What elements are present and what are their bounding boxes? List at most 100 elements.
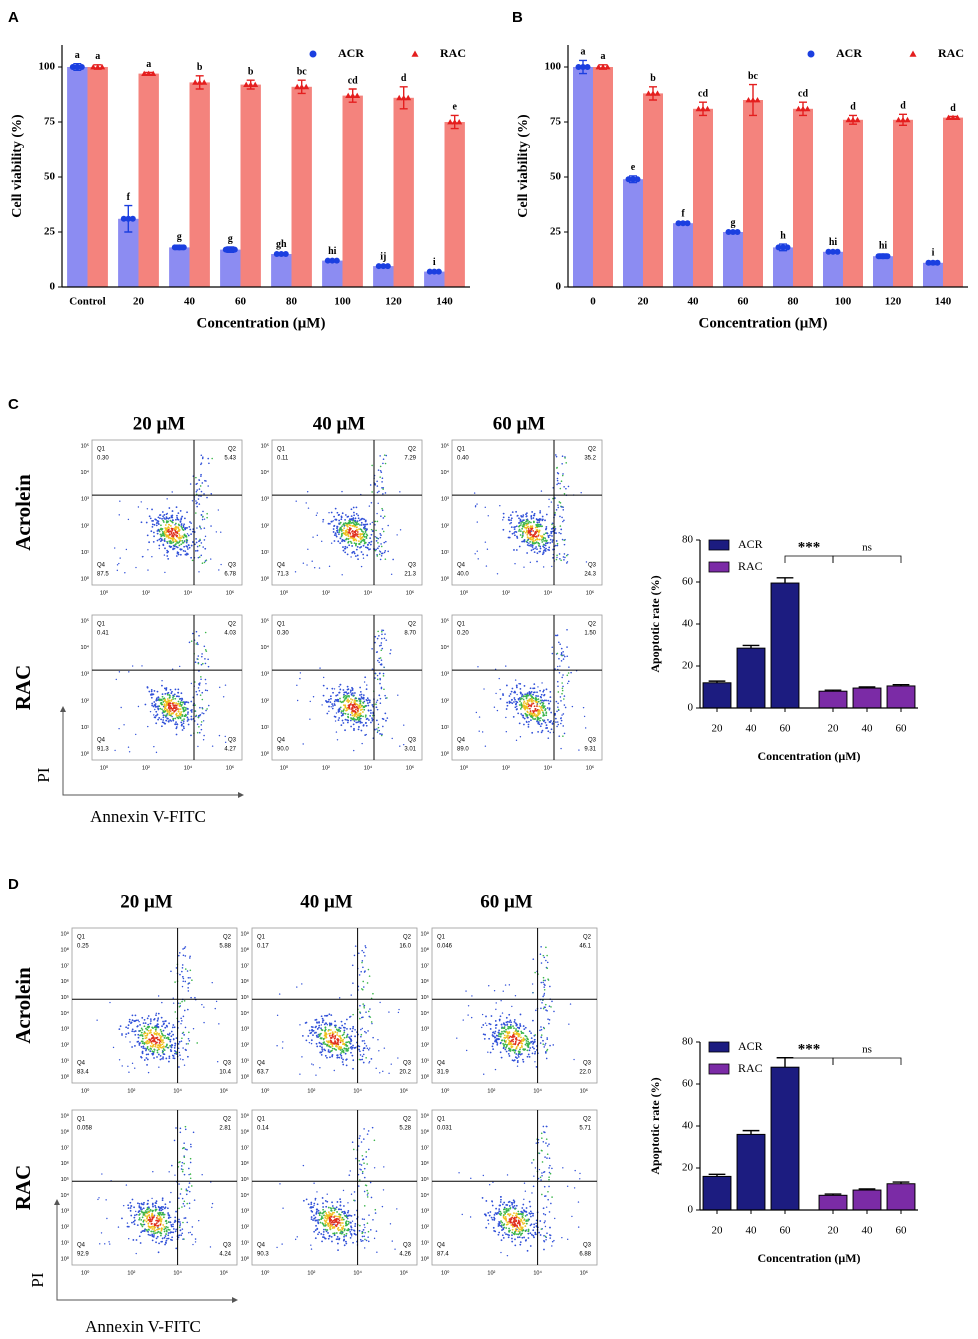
event-dot [348, 700, 351, 702]
event-dot [177, 700, 180, 703]
event-dot [171, 668, 174, 670]
significance-letter: hi [829, 237, 838, 248]
event-dot [564, 706, 567, 709]
event-dot [342, 1063, 345, 1066]
event-dot [376, 699, 379, 702]
event-dot [339, 1029, 342, 1032]
event-dot [164, 692, 167, 695]
event-dot [163, 518, 166, 520]
event-dot [563, 492, 566, 495]
event-dot [301, 983, 303, 985]
event-dot [149, 517, 152, 520]
event-dot [347, 698, 349, 701]
significance-letter: bc [748, 71, 759, 82]
event-dot [365, 1057, 367, 1059]
event-dot [367, 699, 370, 701]
event-dot [310, 1042, 313, 1045]
event-dot [183, 947, 186, 950]
event-dot [361, 742, 363, 745]
event-dot [522, 702, 525, 704]
data-point [854, 116, 861, 123]
event-dot [157, 1251, 160, 1254]
event-dot [555, 700, 558, 703]
event-dot [549, 690, 552, 693]
event-dot [541, 682, 543, 684]
significance-letter: g [228, 233, 233, 244]
event-dot [181, 1037, 183, 1040]
event-dot [553, 1010, 555, 1013]
event-dot [556, 634, 558, 637]
event-dot [155, 699, 158, 702]
event-dot [365, 1011, 367, 1013]
event-dot [363, 539, 366, 541]
panel-letter: C [8, 396, 19, 413]
event-dot [168, 1057, 171, 1060]
event-dot [556, 477, 559, 480]
flow-y-tick-label: 10³ [261, 497, 269, 503]
event-dot [533, 687, 536, 690]
flow-x-title: Annexin V-FITC [90, 807, 206, 826]
event-dot [558, 531, 560, 534]
data-point [884, 253, 891, 260]
event-dot [316, 512, 318, 514]
error-bar [708, 680, 726, 683]
event-dot [352, 1044, 354, 1047]
event-dot [369, 709, 372, 712]
event-dot [353, 1047, 356, 1049]
event-dot [556, 479, 559, 482]
event-dot [341, 540, 343, 543]
event-dot [130, 1021, 133, 1024]
event-dot [115, 678, 117, 681]
event-dot [204, 689, 207, 692]
event-dot [356, 531, 359, 533]
event-dot [179, 665, 181, 668]
event-dot [147, 1230, 150, 1233]
event-dot [334, 1040, 337, 1043]
data-point [734, 229, 741, 235]
event-dot [354, 1028, 356, 1031]
event-dot [359, 535, 362, 537]
event-dot [508, 1047, 510, 1050]
event-dot [155, 710, 158, 713]
bar [623, 179, 643, 287]
event-dot [510, 519, 513, 522]
event-dot [224, 741, 227, 744]
event-dot [181, 729, 184, 731]
event-dot [138, 1203, 141, 1205]
quadrant-name: Q3 [223, 1243, 232, 1249]
event-dot [162, 1206, 165, 1208]
event-dot [121, 1034, 123, 1036]
bar [770, 1066, 800, 1211]
event-dot [167, 550, 170, 553]
event-dot [153, 1037, 156, 1039]
event-dot [353, 531, 356, 533]
event-dot [514, 698, 516, 701]
data-point [904, 116, 911, 123]
event-dot [200, 473, 202, 476]
event-dot [163, 706, 166, 709]
event-dot [320, 1053, 323, 1056]
event-dot [530, 545, 532, 547]
data-point [895, 116, 902, 123]
event-dot [164, 722, 167, 725]
event-dot [382, 629, 385, 632]
event-dot [154, 1206, 157, 1209]
event-dot [546, 1037, 548, 1039]
event-dot [142, 1022, 145, 1025]
event-dot [135, 1252, 137, 1255]
data-point [180, 244, 187, 251]
event-dot [355, 708, 357, 711]
event-dot [190, 533, 193, 535]
event-dot [558, 501, 561, 503]
event-dot [172, 1228, 175, 1230]
event-dot [312, 536, 314, 538]
event-dot [537, 730, 539, 733]
event-dot [551, 652, 554, 655]
event-dot [554, 526, 556, 528]
event-dot [377, 502, 379, 505]
event-dot [356, 709, 359, 712]
event-dot [376, 485, 379, 487]
data-point [375, 263, 382, 270]
event-dot [174, 688, 177, 691]
event-dot [141, 1016, 144, 1019]
